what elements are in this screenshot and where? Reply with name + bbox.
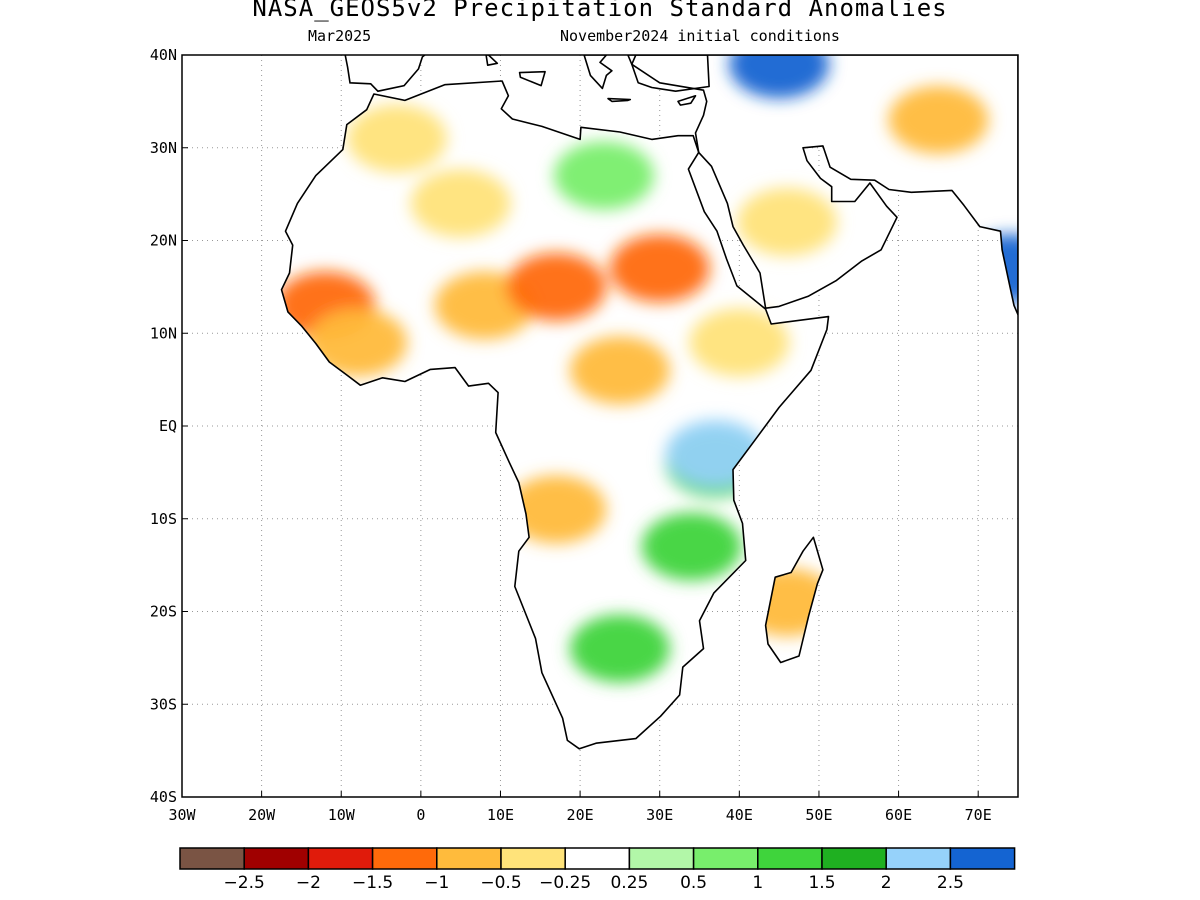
y-tick-label: 40S bbox=[150, 788, 177, 806]
anomaly-patch bbox=[729, 55, 830, 99]
colorbar: −2.5 −2 −1.5 −1 −0.5 −0.25 0.25 0.5 1 1.5 2 2.5 bbox=[179, 847, 1016, 893]
colorbar-label: 0.5 bbox=[680, 873, 707, 893]
colorbar-swatch bbox=[179, 847, 245, 870]
colorbar-label: −1 bbox=[424, 873, 449, 893]
anomaly-patch bbox=[569, 614, 670, 683]
map-title: NASA_GEOS5v2 Precipitation Standard Anom… bbox=[252, 0, 948, 22]
anomaly-patch bbox=[307, 308, 408, 377]
anomaly-patch bbox=[609, 234, 710, 303]
cyprus-coastline bbox=[677, 95, 697, 106]
anomaly-patch bbox=[410, 169, 511, 238]
anomaly-patch bbox=[689, 308, 790, 377]
colorbar-swatch bbox=[757, 847, 823, 870]
anomaly-patch bbox=[641, 512, 742, 581]
colorbar-swatch bbox=[885, 847, 952, 870]
colorbar-swatch bbox=[692, 847, 759, 870]
x-tick-label: 30W bbox=[168, 806, 196, 824]
x-tick-label: 20E bbox=[567, 806, 594, 824]
y-tick-label: 30S bbox=[150, 695, 177, 713]
colorbar-label: −0.5 bbox=[480, 873, 521, 893]
colorbar-swatch bbox=[500, 847, 566, 870]
anomaly-patch bbox=[553, 141, 654, 210]
x-tick-label: 70E bbox=[965, 806, 992, 824]
y-tick-label: 20N bbox=[150, 232, 177, 250]
turkey-coastline bbox=[627, 55, 710, 92]
colorbar-label: −2 bbox=[296, 873, 321, 893]
y-tick-label: 10S bbox=[150, 510, 177, 528]
colorbar-label: 2 bbox=[881, 873, 892, 893]
madagascar-coastline bbox=[764, 536, 824, 664]
colorbar-label: 1.5 bbox=[808, 873, 835, 893]
colorbar-swatch bbox=[949, 847, 1016, 870]
axes: 30W 20W 10W 0 10E 20E 30E 40E 50E 60E 70E 40N 30N 20N… bbox=[150, 46, 992, 824]
x-tick-label: 10E bbox=[487, 806, 514, 824]
x-tick-label: 50E bbox=[805, 806, 832, 824]
africa-coastline bbox=[280, 80, 830, 750]
colorbar-swatch bbox=[628, 847, 695, 870]
anomaly-patch bbox=[346, 104, 447, 173]
anomaly-patch bbox=[960, 234, 1018, 303]
anomaly-patch bbox=[737, 187, 838, 256]
colorbar-swatch bbox=[307, 847, 374, 870]
colorbar-swatch bbox=[436, 847, 502, 870]
anomaly-patch bbox=[569, 336, 670, 405]
crete-coastline bbox=[607, 97, 632, 103]
iberia-coastline bbox=[344, 55, 426, 93]
x-tick-label: 30E bbox=[646, 806, 673, 824]
colorbar-label: −1.5 bbox=[352, 873, 393, 893]
colorbar-label: −0.25 bbox=[539, 873, 591, 893]
colorbar-label: 2.5 bbox=[937, 873, 964, 893]
forecast-month: Mar2025 bbox=[308, 27, 372, 45]
y-tick-label: 40N bbox=[150, 46, 177, 64]
initial-conditions: November2024 initial conditions bbox=[560, 27, 840, 45]
y-tick-label: 10N bbox=[150, 324, 177, 342]
coastlines bbox=[280, 55, 1018, 750]
colorbar-label: 0.25 bbox=[610, 873, 648, 893]
x-tick-label: 60E bbox=[885, 806, 912, 824]
arabia-coastline bbox=[631, 55, 1018, 316]
x-tick-label: 0 bbox=[416, 806, 425, 824]
anomaly-patch bbox=[506, 252, 607, 321]
sardinia-coastline bbox=[485, 55, 499, 66]
colorbar-swatch bbox=[821, 847, 887, 870]
anomaly-patch bbox=[888, 85, 989, 154]
colorbar-swatch bbox=[371, 847, 438, 870]
x-tick-label: 20W bbox=[248, 806, 276, 824]
greece-coastline bbox=[583, 55, 613, 90]
y-tick-label: EQ bbox=[159, 417, 177, 435]
sicily-coastline bbox=[518, 70, 546, 87]
colorbar-label: −2.5 bbox=[224, 873, 265, 893]
anomaly-patch bbox=[506, 475, 607, 544]
y-tick-label: 20S bbox=[150, 603, 177, 621]
y-tick-label: 30N bbox=[150, 139, 177, 157]
colorbar-swatch bbox=[564, 847, 631, 870]
colorbar-label: 1 bbox=[752, 873, 763, 893]
anomaly-fill bbox=[281, 55, 1018, 749]
colorbar-swatch bbox=[243, 847, 310, 870]
x-tick-label: 10W bbox=[328, 806, 356, 824]
x-tick-label: 40E bbox=[726, 806, 753, 824]
anomaly-patch bbox=[737, 568, 838, 637]
anomaly-patch bbox=[665, 419, 766, 488]
